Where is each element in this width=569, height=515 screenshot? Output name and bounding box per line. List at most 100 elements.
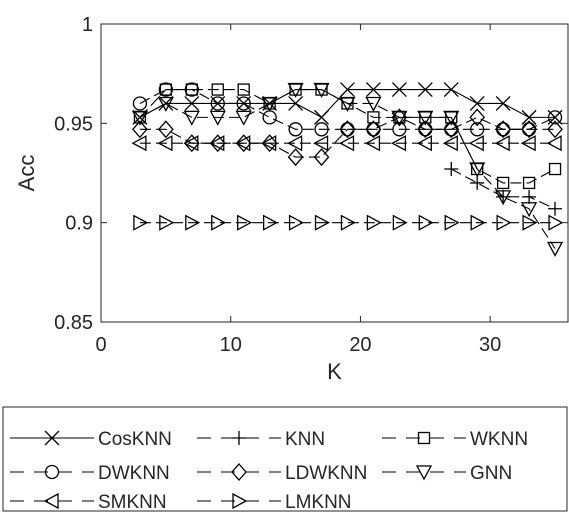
legend-entry-cosknn: CosKNN bbox=[10, 429, 172, 450]
data-point-wknn bbox=[522, 176, 536, 190]
data-point-cosknn bbox=[184, 96, 200, 111]
marker-triangle-left bbox=[235, 135, 251, 152]
marker-x bbox=[158, 96, 174, 111]
data-point-dwknn bbox=[470, 122, 485, 137]
marker-diamond bbox=[339, 120, 356, 139]
marker-diamond bbox=[313, 148, 330, 167]
marker-diamond bbox=[209, 134, 226, 153]
marker-diamond bbox=[235, 134, 252, 153]
plot-area: 0 10 20 30 0.85 0.9 0.95 1 K Acc bbox=[14, 14, 569, 384]
marker-triangle-left bbox=[442, 135, 458, 152]
data-point-ldwknn bbox=[287, 148, 304, 167]
marker-triangle-left bbox=[365, 135, 381, 152]
data-point-smknn bbox=[183, 135, 199, 152]
data-point-gnn bbox=[157, 96, 174, 112]
marker-triangle-left bbox=[131, 135, 147, 152]
legend-label: LDWKNN bbox=[285, 463, 367, 484]
data-point-ldwknn bbox=[495, 120, 512, 139]
data-point-knn bbox=[470, 175, 485, 190]
legend-marker-triangle-down bbox=[415, 465, 433, 481]
marker-x bbox=[391, 82, 407, 98]
marker-triangle-down bbox=[339, 96, 356, 112]
legend-entry-lmknn: LMKNN bbox=[197, 492, 352, 513]
legend: CosKNN KNN WKNN DWKNN LDWKNN GNN SMKNN LMKNN bbox=[2, 406, 568, 513]
marker-diamond bbox=[365, 120, 382, 139]
marker-triangle-left bbox=[520, 135, 536, 152]
data-point-ldwknn bbox=[157, 120, 174, 139]
x-tick-label: 30 bbox=[479, 334, 501, 356]
marker-triangle-down bbox=[520, 202, 538, 218]
data-point-smknn bbox=[235, 135, 251, 152]
legend-marker-diamond bbox=[231, 463, 247, 481]
x-axis-label: K bbox=[327, 359, 342, 384]
legend-entry-smknn: SMKNN bbox=[10, 492, 167, 513]
data-point-smknn bbox=[287, 135, 303, 152]
data-point-dwknn bbox=[132, 96, 148, 111]
legend-label: CosKNN bbox=[98, 429, 172, 450]
data-point-lmknn bbox=[211, 214, 227, 231]
marker-diamond bbox=[547, 120, 563, 139]
series-smknn bbox=[131, 135, 562, 152]
data-point-dwknn bbox=[210, 96, 225, 111]
data-point-smknn bbox=[339, 135, 355, 152]
data-point-dwknn bbox=[288, 122, 303, 137]
marker-diamond bbox=[183, 134, 200, 153]
marker-triangle-down bbox=[183, 110, 200, 126]
legend-marker-x bbox=[44, 430, 60, 446]
legend-label: KNN bbox=[285, 429, 325, 450]
marker-triangle-right bbox=[496, 214, 512, 231]
plot-background bbox=[101, 24, 568, 322]
data-point-knn bbox=[548, 201, 563, 216]
marker-triangle-left bbox=[287, 135, 303, 152]
data-point-ldwknn bbox=[417, 120, 434, 139]
marker-triangle-right bbox=[288, 214, 304, 231]
marker-diamond bbox=[521, 120, 537, 139]
marker-x bbox=[495, 96, 511, 111]
data-point-gnn bbox=[313, 82, 330, 98]
marker-triangle-down bbox=[443, 110, 460, 126]
legend-label: GNN bbox=[470, 463, 512, 484]
marker-triangle-down bbox=[417, 110, 434, 126]
legend-marker-plus bbox=[232, 431, 246, 445]
marker-square bbox=[211, 83, 224, 96]
marker-triangle-right bbox=[133, 214, 149, 231]
data-point-gnn bbox=[339, 96, 356, 112]
marker-triangle-right bbox=[392, 214, 408, 231]
data-point-smknn bbox=[365, 135, 381, 152]
marker-triangle-left bbox=[261, 135, 277, 152]
data-point-dwknn bbox=[314, 122, 329, 137]
data-point-ldwknn bbox=[261, 134, 278, 153]
x-tick-label: 20 bbox=[349, 334, 371, 356]
data-point-gnn bbox=[131, 110, 149, 126]
legend-entry-wknn: WKNN bbox=[382, 429, 528, 450]
data-point-wknn bbox=[211, 83, 224, 96]
legend-entry-gnn: GNN bbox=[382, 463, 512, 484]
marker-triangle-down bbox=[365, 96, 382, 112]
y-tick-label: 1 bbox=[82, 14, 93, 36]
data-point-lmknn bbox=[366, 214, 382, 231]
marker-triangle-left bbox=[209, 135, 225, 152]
marker-diamond bbox=[261, 134, 278, 153]
marker-plus bbox=[496, 189, 511, 204]
data-point-lmknn bbox=[185, 214, 201, 231]
marker-triangle-right bbox=[522, 214, 538, 231]
data-point-smknn bbox=[546, 135, 562, 152]
series-line-gnn bbox=[139, 89, 556, 249]
legend-marker-square bbox=[417, 431, 431, 445]
data-point-gnn bbox=[209, 110, 226, 126]
data-point-gnn bbox=[417, 110, 434, 126]
y-tick-label: 0.95 bbox=[54, 113, 93, 135]
marker-triangle-left bbox=[546, 135, 562, 152]
data-point-gnn bbox=[443, 110, 460, 126]
marker-triangle-down bbox=[235, 110, 252, 126]
marker-diamond bbox=[132, 120, 148, 139]
data-point-gnn bbox=[469, 162, 486, 178]
data-point-smknn bbox=[494, 135, 510, 152]
data-point-cosknn bbox=[495, 96, 511, 111]
legend-entry-knn: KNN bbox=[197, 429, 325, 450]
marker-square bbox=[237, 83, 250, 96]
data-point-wknn bbox=[237, 83, 250, 96]
marker-circle bbox=[314, 122, 329, 137]
data-point-smknn bbox=[442, 135, 458, 152]
